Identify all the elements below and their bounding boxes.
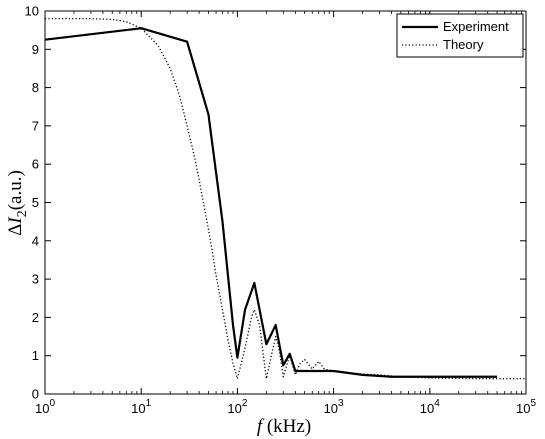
y-tick-label: 2 — [32, 310, 39, 325]
y-tick-label: 9 — [32, 42, 39, 57]
y-tick-label: 0 — [32, 387, 39, 402]
series-layer — [45, 18, 526, 380]
y-tick-label: 5 — [32, 195, 39, 210]
x-tick-label: 105 — [516, 398, 536, 416]
x-tick-label: 104 — [420, 398, 440, 416]
x-tick-label: 101 — [131, 398, 151, 416]
y-tick-label: 7 — [32, 118, 39, 133]
plot-area — [44, 10, 527, 395]
legend-label-experiment: Experiment — [443, 19, 509, 34]
y-tick-label: 4 — [32, 233, 39, 248]
y-tick-label: 6 — [32, 157, 39, 172]
legend-box — [396, 13, 524, 58]
series-line-theory — [45, 18, 526, 380]
legend: Experiment Theory — [396, 13, 524, 58]
x-tick-label: 100 — [35, 398, 55, 416]
y-tick-label: 10 — [25, 4, 39, 19]
y-tick-label: 3 — [32, 272, 39, 287]
axis-tick-labels: 100 101 102 103 104 105 0 1 2 3 4 5 6 7 8 9 10 — [25, 4, 537, 417]
y-axis-label: ΔI2(a.u.) — [5, 170, 30, 236]
y-tick-label: 1 — [32, 348, 39, 363]
x-axis-label: f (kHz) — [257, 416, 311, 437]
y-tick-label: 8 — [32, 80, 39, 95]
x-tick-label: 102 — [227, 398, 247, 416]
x-tick-label: 103 — [324, 398, 344, 416]
axis-ticks — [44, 10, 527, 395]
legend-label-theory: Theory — [443, 37, 484, 52]
